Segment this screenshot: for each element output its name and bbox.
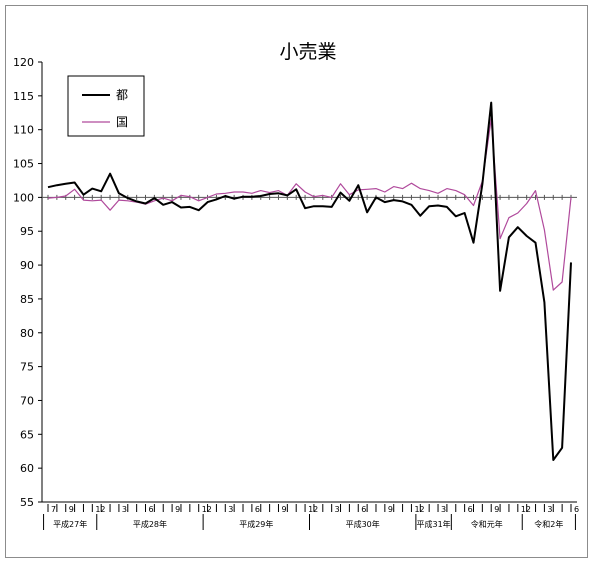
x-tick-label: 6 [255,505,260,514]
legend-label-国: 国 [116,115,128,129]
year-label: 令和元年 [471,519,503,529]
year-label: 平成30年 [346,519,380,529]
x-tick-label: 3 [122,505,127,514]
x-tick-label: 3 [228,505,233,514]
legend-label-都: 都 [116,88,128,102]
x-axis: 7 9 12 3 6 9 12 3 6 9 12 3 6 9 12 3 6 9 12 3 6 平成27年 平成28年 平成29… [42,501,579,530]
legend: 都 国 [67,75,145,137]
x-tick-label: 3 [335,505,340,514]
y-tick-label: 70 [20,394,34,407]
series-line-都 [47,101,572,461]
x-tick-label: 12 [521,505,531,514]
series-layer [42,101,577,461]
x-tick-label: 6 [361,505,366,514]
y-tick-label: 95 [20,225,34,238]
y-tick-label: 85 [20,293,34,306]
x-tick-label: 6 [468,505,473,514]
year-label: 令和2年 [534,519,563,529]
y-tick-label: 115 [13,90,34,103]
year-label: 平成31年 [417,519,451,529]
chart-title: 小売業 [279,41,336,63]
y-tick-label: 55 [20,496,34,509]
x-tick-label: 6 [149,505,154,514]
y-tick-label: 120 [13,56,34,69]
chart-frame: 小売業 都 国 55 60 65 70 75 80 85 90 95 100 105 110 115 12… [5,5,588,558]
x-tick-label: 12 [202,505,212,514]
y-tick-label: 100 [13,191,34,204]
x-tick-label: 7 [51,505,56,514]
x-tick-label: 9 [494,505,499,514]
x-tick-label: 12 [414,505,424,514]
x-tick-label: 3 [547,505,552,514]
x-tick-label: 9 [69,505,74,514]
y-tick-label: 60 [20,462,34,475]
y-tick-label: 105 [13,158,34,171]
year-label: 平成29年 [239,519,273,529]
x-tick-label: 12 [95,505,105,514]
x-tick-label: 12 [308,505,318,514]
y-tick-label: 80 [20,327,34,340]
y-tick-label: 75 [20,361,34,374]
x-tick-label: 9 [281,505,286,514]
y-axis: 55 60 65 70 75 80 85 90 95 100 105 110 115 120 [13,56,43,509]
year-label: 平成28年 [133,519,167,529]
x-tick-label: 9 [388,505,393,514]
y-tick-label: 110 [13,124,34,137]
x-tick-label: 6 [574,505,579,514]
y-tick-label: 90 [20,259,34,272]
y-tick-label: 65 [20,428,34,441]
x-tick-label: 9 [175,505,180,514]
line-chart: 小売業 都 国 55 60 65 70 75 80 85 90 95 100 105 110 115 12… [13,41,579,530]
year-label: 平成27年 [53,519,87,529]
x-tick-label: 3 [441,505,446,514]
